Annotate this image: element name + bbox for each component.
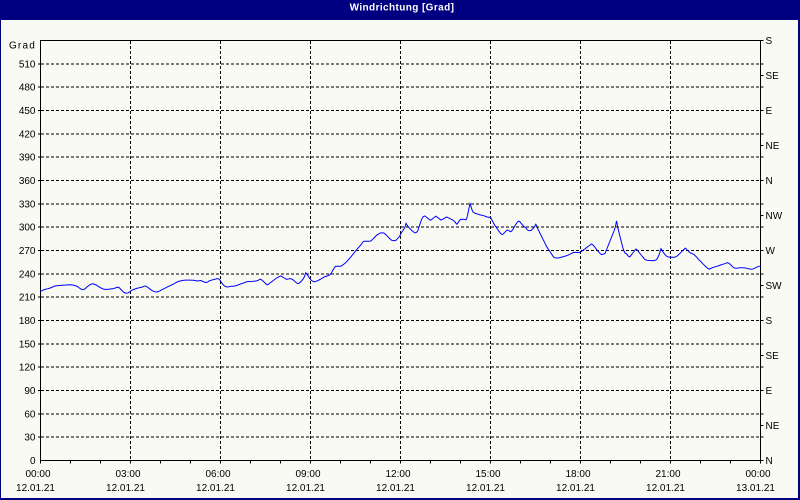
svg-text:120: 120: [19, 363, 36, 374]
svg-text:300: 300: [19, 223, 36, 234]
svg-text:510: 510: [19, 59, 36, 70]
svg-text:270: 270: [19, 246, 36, 257]
svg-text:13.01.21: 13.01.21: [736, 483, 775, 494]
svg-text:12.01.21: 12.01.21: [286, 483, 325, 494]
svg-text:21:00: 21:00: [655, 469, 680, 480]
svg-text:NW: NW: [766, 211, 783, 222]
svg-text:240: 240: [19, 269, 36, 280]
svg-text:480: 480: [19, 83, 36, 94]
svg-text:12.01.21: 12.01.21: [646, 483, 685, 494]
svg-text:60: 60: [24, 409, 36, 420]
svg-text:420: 420: [19, 129, 36, 140]
svg-text:Grad: Grad: [9, 41, 36, 52]
svg-text:12.01.21: 12.01.21: [196, 483, 235, 494]
svg-text:N: N: [766, 176, 773, 187]
svg-text:12.01.21: 12.01.21: [556, 483, 595, 494]
svg-text:06:00: 06:00: [205, 469, 230, 480]
svg-text:12:00: 12:00: [385, 469, 410, 480]
svg-text:210: 210: [19, 293, 36, 304]
svg-text:S: S: [766, 316, 773, 327]
svg-text:E: E: [766, 386, 773, 397]
svg-text:12.01.21: 12.01.21: [466, 483, 505, 494]
svg-text:E: E: [766, 106, 773, 117]
svg-text:W: W: [766, 246, 776, 257]
svg-text:03:00: 03:00: [115, 469, 140, 480]
svg-text:NE: NE: [766, 421, 780, 432]
svg-text:N: N: [766, 456, 773, 467]
svg-text:09:00: 09:00: [295, 469, 320, 480]
svg-text:18:00: 18:00: [565, 469, 590, 480]
svg-text:12.01.21: 12.01.21: [106, 483, 145, 494]
svg-text:15:00: 15:00: [475, 469, 500, 480]
svg-text:SW: SW: [766, 281, 783, 292]
svg-text:Windrichtung [Grad]: Windrichtung [Grad]: [350, 3, 455, 14]
svg-text:360: 360: [19, 176, 36, 187]
svg-text:180: 180: [19, 316, 36, 327]
svg-text:30: 30: [24, 433, 36, 444]
svg-text:S: S: [766, 36, 773, 47]
svg-text:SE: SE: [766, 351, 780, 362]
svg-text:450: 450: [19, 106, 36, 117]
svg-text:390: 390: [19, 153, 36, 164]
svg-text:0: 0: [30, 456, 36, 467]
svg-text:NE: NE: [766, 141, 780, 152]
svg-text:150: 150: [19, 339, 36, 350]
svg-text:330: 330: [19, 199, 36, 210]
svg-text:12.01.21: 12.01.21: [376, 483, 415, 494]
svg-text:00:00: 00:00: [745, 469, 770, 480]
svg-text:00:00: 00:00: [25, 469, 50, 480]
svg-text:SE: SE: [766, 71, 780, 82]
svg-text:12.01.21: 12.01.21: [16, 483, 55, 494]
svg-text:90: 90: [24, 386, 36, 397]
